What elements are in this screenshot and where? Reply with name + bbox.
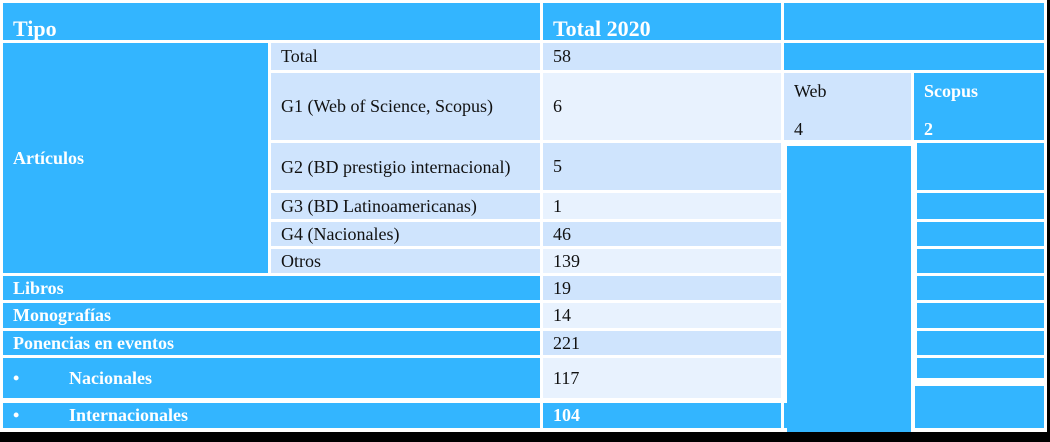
scopus-value: 2 [924, 119, 933, 139]
header-empty [784, 3, 1044, 40]
articulos-label: Artículos [3, 43, 268, 273]
g3-label: G3 (BD Latinoamericanas) [271, 193, 540, 219]
scopus-empty-6 [917, 303, 1044, 328]
internacionales-label: Internacionales [69, 405, 188, 425]
ponencias-label: Ponencias en eventos [3, 331, 540, 355]
ponencias-value: 221 [543, 331, 781, 355]
g4-value: 46 [543, 222, 781, 246]
web-column-empty [787, 146, 911, 432]
g4-label: G4 (Nacionales) [271, 222, 540, 246]
scopus-empty-9 [915, 386, 1044, 428]
scopus-empty-5 [917, 276, 1044, 300]
scopus-empty-4 [917, 249, 1044, 273]
monografias-value: 14 [543, 303, 781, 328]
scopus-empty-3 [917, 222, 1044, 246]
bullet-icon: • [13, 405, 20, 425]
header-tipo: Tipo [3, 3, 540, 40]
g2-value: 5 [543, 143, 781, 190]
publications-table: Tipo Total 2020 Artículos Total 58 G1 (W… [0, 0, 1047, 432]
web-value: 4 [794, 119, 803, 139]
otros-label: Otros [271, 249, 540, 273]
g1-web-cell: Web 4 [784, 73, 911, 140]
nacionales-value: 117 [543, 358, 781, 398]
libros-value: 19 [543, 276, 781, 300]
scopus-empty-7 [917, 331, 1044, 355]
g3-value: 1 [543, 193, 781, 219]
monografias-label: Monografías [3, 303, 540, 328]
scopus-empty-2 [917, 193, 1044, 219]
nacionales-row-label: • Nacionales [3, 358, 540, 398]
articulos-total-label: Total [271, 43, 540, 70]
scopus-label: Scopus [924, 81, 979, 101]
g2-label: G2 (BD prestigio internacional) [271, 143, 540, 190]
scopus-empty-1 [917, 143, 1044, 190]
articulos-total-value: 58 [543, 43, 781, 70]
otros-value: 139 [543, 249, 781, 273]
internacionales-row-label: • Internacionales [3, 403, 540, 428]
g1-value: 6 [543, 73, 781, 140]
web-label: Web [794, 81, 827, 101]
divider [784, 403, 804, 428]
libros-label: Libros [3, 276, 540, 300]
g1-scopus-cell: Scopus 2 [914, 73, 1044, 140]
internacionales-value: 104 [543, 403, 781, 428]
bullet-icon: • [13, 367, 20, 388]
g1-label: G1 (Web of Science, Scopus) [271, 73, 540, 140]
scopus-empty-8 [917, 358, 1044, 378]
nacionales-label: Nacionales [69, 367, 152, 388]
header-total-2020: Total 2020 [543, 3, 781, 40]
extra-cell [784, 43, 1044, 70]
